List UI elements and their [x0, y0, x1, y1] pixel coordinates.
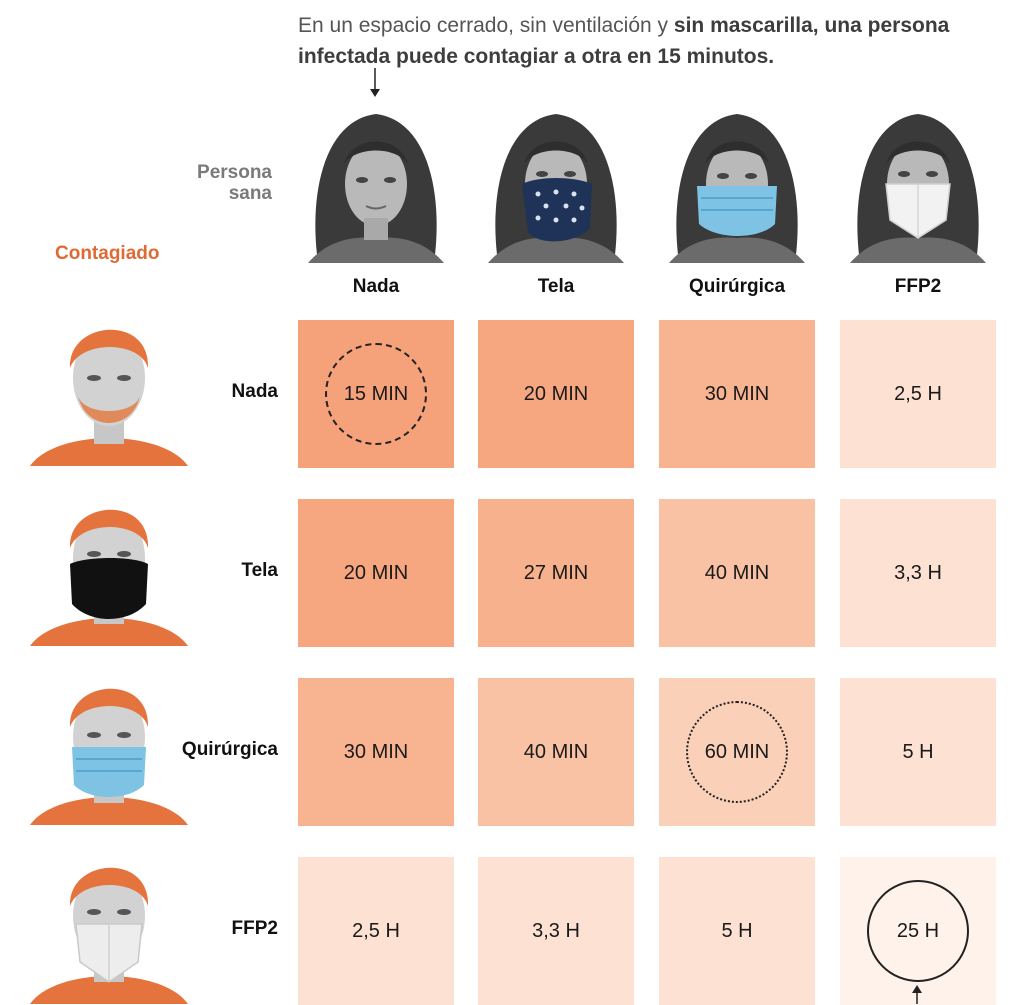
cell-value: 5 H: [721, 919, 753, 942]
column-label-ffp2: FFP2: [894, 276, 942, 297]
photo-woman-cloth-mask: [478, 100, 634, 263]
up-arrow-icon: [912, 985, 922, 1004]
columns-title: Persona sana: [197, 162, 272, 204]
cell-value: 27 MIN: [523, 561, 589, 584]
cell-value: 20 MIN: [343, 561, 409, 584]
highlight-circle: [325, 343, 427, 445]
cell-tela-nada: 20 MIN: [298, 499, 454, 647]
photo-woman-no-mask: [298, 100, 454, 263]
cell-nada-tela: 20 MIN: [478, 320, 634, 468]
column-label-nada: Nada: [352, 276, 400, 297]
cell-quirurgica-ffp2: 5 H: [840, 678, 996, 826]
highlight-circle: [867, 880, 969, 982]
cell-value: 60 MIN: [704, 740, 770, 763]
photo-man-surgical-mask: [30, 655, 188, 825]
cell-value: 25 H: [896, 919, 940, 942]
row-label-nada: Nada: [231, 381, 278, 402]
cell-nada-nada: 15 MIN: [298, 320, 454, 468]
cell-value: 3,3 H: [894, 561, 942, 584]
cell-value: 3,3 H: [532, 919, 580, 942]
photo-man-ffp2-mask: [30, 834, 188, 1004]
cell-value: 20 MIN: [523, 382, 589, 405]
cell-value: 2,5 H: [894, 382, 942, 405]
photo-woman-surgical-mask: [659, 100, 815, 263]
row-label-tela: Tela: [241, 560, 278, 581]
cell-value: 2,5 H: [352, 919, 400, 942]
cell-value: 30 MIN: [343, 740, 409, 763]
cell-value: 15 MIN: [343, 382, 409, 405]
intro-text: En un espacio cerrado, sin ventilación y…: [298, 10, 1018, 72]
intro-bold: sin mascarilla, una persona infectada pu…: [298, 14, 950, 68]
highlight-circle: [686, 701, 788, 803]
cell-value: 40 MIN: [704, 561, 770, 584]
cell-tela-ffp2: 3,3 H: [840, 499, 996, 647]
photo-man-cloth-mask: [30, 476, 188, 646]
cell-tela-tela: 27 MIN: [478, 499, 634, 647]
row-label-quirurgica: Quirúrgica: [181, 739, 278, 760]
intro-lead: En un espacio cerrado, sin ventilación y: [298, 14, 674, 37]
down-arrow-icon: [370, 68, 380, 97]
cell-nada-ffp2: 2,5 H: [840, 320, 996, 468]
cell-value: 5 H: [902, 740, 934, 763]
photo-woman-ffp2-mask: [840, 100, 996, 263]
column-label-quirurgica: Quirúrgica: [688, 276, 786, 297]
cell-ffp2-nada: 2,5 H: [298, 857, 454, 1005]
cell-quirurgica-nada: 30 MIN: [298, 678, 454, 826]
cell-quirurgica-tela: 40 MIN: [478, 678, 634, 826]
cell-ffp2-quirurgica: 5 H: [659, 857, 815, 1005]
row-label-ffp2: FFP2: [231, 918, 278, 939]
photo-man-no-mask: [30, 296, 188, 466]
cell-ffp2-ffp2: 25 H: [840, 857, 996, 1005]
rows-title: Contagiado: [55, 243, 160, 264]
cell-tela-quirurgica: 40 MIN: [659, 499, 815, 647]
cell-quirurgica-quirurgica: 60 MIN: [659, 678, 815, 826]
cell-nada-quirurgica: 30 MIN: [659, 320, 815, 468]
cell-value: 40 MIN: [523, 740, 589, 763]
cell-ffp2-tela: 3,3 H: [478, 857, 634, 1005]
cell-value: 30 MIN: [704, 382, 770, 405]
column-label-tela: Tela: [537, 276, 575, 297]
